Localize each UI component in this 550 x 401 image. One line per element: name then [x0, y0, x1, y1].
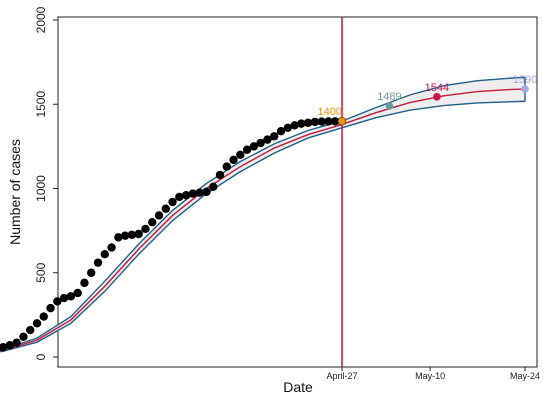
y-axis-title: Number of cases [7, 139, 23, 245]
y-tick-label: 1000 [34, 175, 48, 202]
data-point [222, 162, 231, 171]
data-point [53, 297, 62, 306]
y-tick-label: 500 [34, 262, 48, 282]
data-point [256, 138, 265, 148]
data-point [317, 117, 326, 126]
lower-bound-line [0, 100, 526, 353]
data-point [120, 231, 130, 240]
data-point [134, 229, 143, 239]
y-axis: 0 500 1000 1500 2000 [34, 6, 58, 360]
data-point [290, 121, 299, 130]
plot-frame [57, 16, 538, 368]
data-point [188, 189, 198, 198]
y-tick-label: 2000 [34, 6, 48, 33]
data-point [331, 117, 340, 126]
data-point [87, 268, 96, 277]
callout-marker [521, 85, 529, 93]
data-point [19, 332, 28, 341]
data-point [0, 343, 8, 352]
data-point [297, 119, 306, 128]
data-point [195, 188, 204, 197]
x-tick-label: May-24 [510, 371, 540, 381]
data-point [202, 187, 211, 197]
data-point [175, 192, 184, 202]
callout-marker [385, 102, 394, 110]
data-point [276, 127, 286, 136]
callout-label: 1400 [318, 106, 342, 118]
data-point [93, 258, 103, 267]
data-point [26, 325, 35, 335]
data-point [154, 211, 164, 220]
x-axis-title: Date [283, 379, 313, 395]
data-point [209, 182, 218, 192]
callout-label: 1489 [377, 91, 401, 103]
data-point [168, 197, 177, 207]
data-point [148, 218, 157, 227]
data-point [249, 142, 259, 151]
data-point [46, 303, 55, 313]
data-point [73, 288, 82, 298]
y-tick-label: 1500 [34, 91, 48, 118]
observed-points [0, 116, 347, 352]
data-point [59, 293, 69, 303]
data-point [114, 233, 123, 242]
data-point [12, 338, 21, 347]
data-point [181, 191, 191, 200]
data-point [39, 312, 48, 321]
callout-label: 1590 [513, 74, 537, 86]
callout-marker [338, 117, 346, 125]
data-point [161, 204, 170, 213]
data-point [66, 292, 76, 301]
data-point [32, 319, 42, 328]
data-point [215, 170, 225, 180]
data-point [80, 278, 89, 288]
y-tick-label: 0 [34, 353, 48, 360]
x-tick-label: April-27 [326, 371, 357, 381]
data-point [141, 224, 150, 234]
data-point [229, 155, 238, 165]
data-point [270, 132, 279, 141]
data-point [236, 150, 245, 159]
data-point [127, 230, 137, 240]
callout-marker [433, 93, 441, 101]
confidence-band [0, 76, 526, 353]
x-axis: April-27 May-10 May-24 [326, 367, 540, 381]
callout-label: 1544 [425, 82, 449, 94]
data-point [303, 118, 313, 127]
data-point [242, 145, 252, 154]
data-point [310, 117, 320, 127]
data-point [5, 341, 15, 350]
x-tick-label: May-10 [415, 371, 445, 381]
data-point [283, 123, 292, 133]
data-point [263, 135, 272, 144]
data-point [100, 250, 109, 259]
forecast-callouts: 1400 1489 1544 1590 [318, 74, 537, 125]
data-point [107, 243, 116, 252]
data-point [324, 117, 333, 126]
